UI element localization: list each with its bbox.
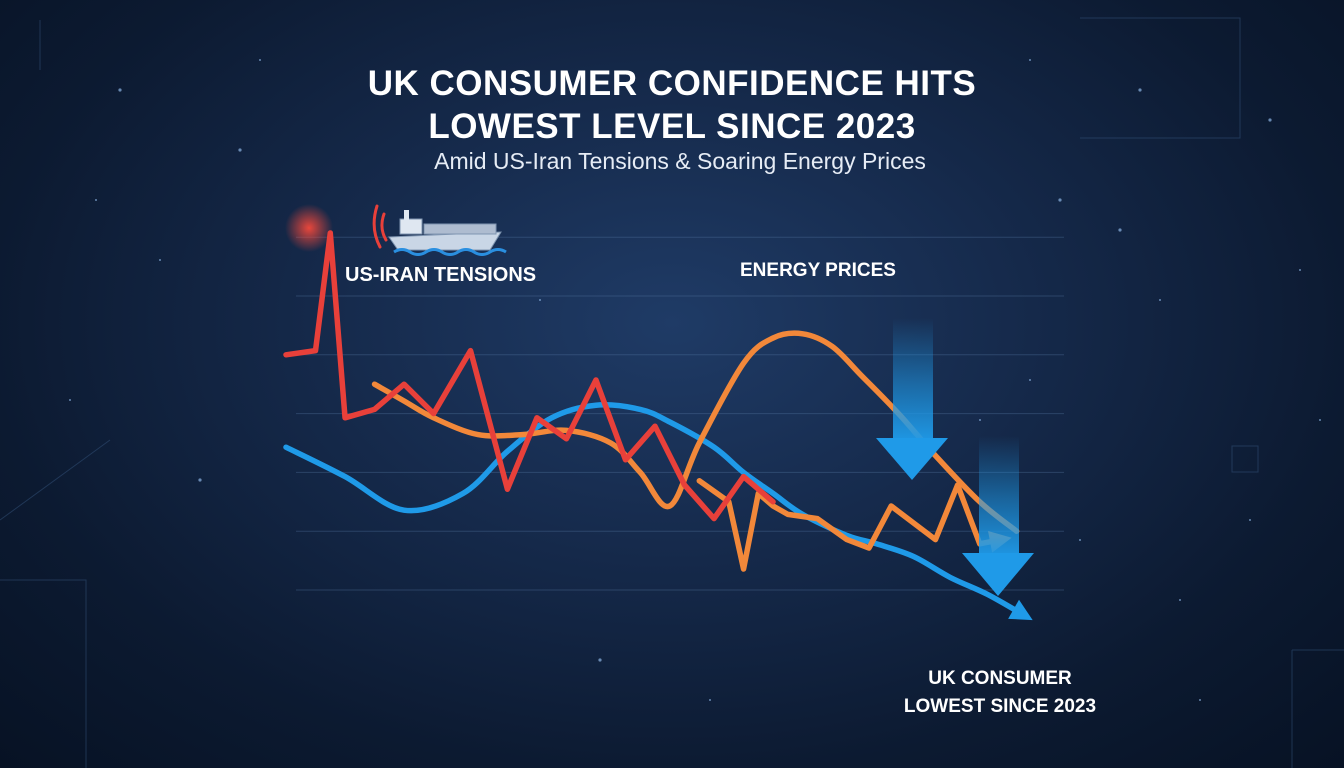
signal-waves-icon: [372, 204, 388, 249]
star-dot: [539, 299, 541, 301]
series-line-energy-volatile: [696, 478, 1005, 572]
series-line-consumer: [283, 402, 1027, 618]
page-subtitle: Amid US-Iran Tensions & Soaring Energy P…: [434, 148, 926, 174]
down-arrow-icon: [876, 318, 948, 480]
series-label-consumer-line2: LOWEST SINCE 2023: [903, 696, 1097, 717]
series-label-consumer-line1: UK CONSUMER: [928, 668, 1072, 689]
star-dot: [1029, 379, 1031, 381]
ship-icon: [388, 210, 507, 256]
star-dot: [198, 478, 202, 482]
chart-series: [283, 230, 1027, 618]
series-arrowhead: [1008, 599, 1033, 621]
decorative-frame: [0, 17, 1344, 768]
page-title-line1: UK CONSUMER CONFIDENCE HITS: [367, 64, 977, 103]
star-dot: [69, 399, 71, 401]
star-dot: [1079, 539, 1081, 541]
star-dot: [259, 59, 261, 61]
star-dot: [1029, 59, 1031, 61]
series-label-consumer: UK CONSUMER LOWEST SINCE 2023: [880, 665, 1120, 721]
series-label-iran: US-IRAN TENSIONS: [345, 264, 537, 286]
star-dot: [1199, 699, 1201, 701]
star-dot: [1249, 519, 1251, 521]
star-dot: [1319, 419, 1321, 421]
series-label-energy: ENERGY PRICES: [740, 260, 896, 281]
star-dot: [1299, 269, 1301, 271]
peak-glow: [285, 204, 333, 252]
star-dot: [1179, 599, 1181, 601]
star-dot: [238, 148, 242, 152]
chart-grid: [296, 236, 1064, 591]
page-title-line2: LOWEST LEVEL SINCE 2023: [428, 107, 916, 146]
star-dot: [709, 699, 711, 701]
star-dot: [598, 658, 602, 662]
star-dot: [1159, 299, 1161, 301]
star-dot: [1118, 228, 1122, 232]
star-dot: [1268, 118, 1272, 122]
star-dot: [118, 88, 122, 92]
star-dot: [95, 199, 97, 201]
star-dot: [1058, 198, 1062, 202]
background-stars: [69, 59, 1321, 701]
star-dot: [979, 419, 981, 421]
star-dot: [1138, 88, 1142, 92]
down-arrow-icon: [962, 436, 1034, 596]
star-dot: [159, 259, 161, 261]
series-line-iran: [283, 230, 776, 522]
